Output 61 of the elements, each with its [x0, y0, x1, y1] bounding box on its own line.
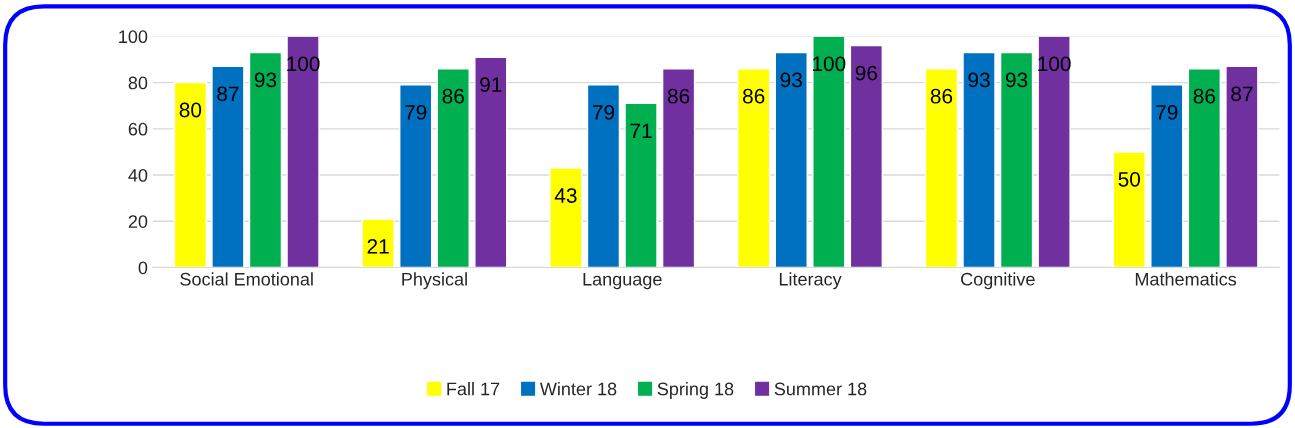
x-tick-label: Literacy: [779, 272, 842, 290]
data-label: 93: [780, 72, 802, 88]
bar: [661, 68, 696, 268]
legend-label: Summer 18: [774, 382, 867, 396]
data-label: 43: [554, 188, 577, 203]
data-label: 71: [630, 123, 652, 138]
bar: [849, 44, 884, 268]
bar: [549, 167, 583, 268]
data-label: 79: [1156, 104, 1178, 120]
data-label: 91: [480, 77, 502, 92]
y-tick-label: 0: [138, 261, 148, 275]
data-label: 87: [1231, 86, 1253, 102]
data-label: 96: [855, 65, 878, 81]
bar: [436, 68, 470, 268]
x-tick-label: Language: [583, 273, 662, 290]
bar: [624, 102, 658, 268]
data-label: 86: [1193, 88, 1216, 104]
bar: [924, 68, 959, 268]
data-label: 80: [179, 102, 202, 118]
bar: [1150, 84, 1184, 268]
x-tick-label: Physical: [402, 272, 467, 290]
data-label: 79: [592, 104, 615, 120]
bar: [1112, 151, 1146, 268]
y-tick-label: 20: [128, 215, 148, 228]
x-tick-label: Cognitive: [961, 272, 1035, 290]
legend-label: Fall 17: [447, 382, 500, 396]
bar: [1187, 68, 1222, 268]
data-label: 21: [367, 238, 389, 254]
bar: [737, 68, 771, 268]
bar: [286, 36, 320, 268]
data-label: 93: [254, 72, 277, 88]
data-label: 86: [442, 88, 464, 104]
data-label: 79: [405, 104, 427, 120]
bar: [774, 51, 808, 268]
bar: [812, 36, 846, 268]
data-label: 93: [968, 72, 990, 88]
data-label: 86: [930, 88, 953, 104]
data-label: 87: [217, 86, 239, 102]
y-tick-label: 100: [119, 30, 148, 44]
x-tick-label: Social Emotional: [180, 272, 313, 286]
y-tick-label: 40: [128, 168, 148, 182]
legend-label: Spring 18: [657, 382, 734, 399]
bar: [474, 56, 508, 268]
legend-label: Winter 18: [539, 382, 617, 396]
bar: [1037, 36, 1071, 268]
bar: [999, 51, 1034, 268]
bar: [173, 81, 208, 268]
bar: [586, 84, 621, 268]
data-label: 50: [1118, 171, 1141, 187]
y-tick-label: 80: [128, 76, 148, 90]
bar: [399, 84, 433, 268]
bar: [962, 51, 996, 268]
x-tick-label: Mathematics: [1135, 272, 1237, 286]
bar: [1225, 65, 1259, 268]
bar: [211, 65, 245, 268]
y-tick-label: 60: [128, 122, 148, 136]
data-label: 93: [1005, 72, 1028, 88]
bar: [248, 51, 283, 268]
data-label: 86: [667, 88, 690, 104]
bar: [361, 218, 395, 268]
data-label: 86: [743, 88, 765, 104]
